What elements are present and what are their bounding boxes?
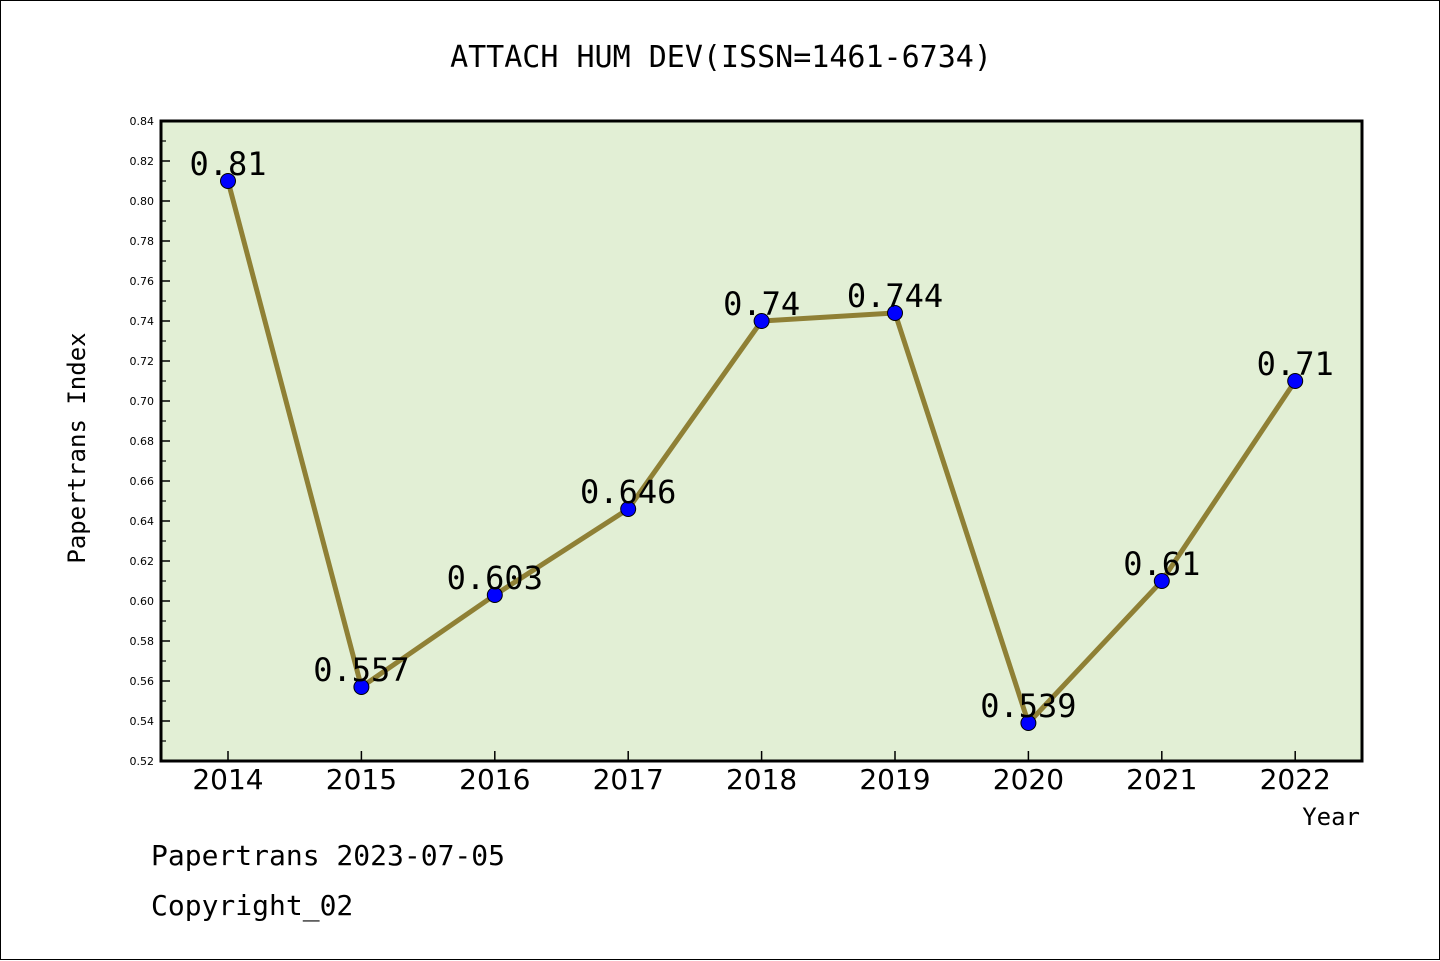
y-tick-label: 0.52: [130, 755, 155, 768]
data-point: [1153, 573, 1170, 589]
y-axis-label: Papertrans Index: [63, 332, 91, 563]
footer-line-2: Copyright_02: [151, 889, 353, 923]
y-tick-label: 0.74: [130, 315, 155, 328]
y-tick-label: 0.54: [130, 715, 155, 728]
data-point: [353, 679, 370, 695]
y-tick-label: 0.62: [130, 555, 155, 568]
x-axis: 2014 2015 2016 2017 2018 2019 2020 2021 2022: [192, 751, 1331, 796]
data-label: 0.646: [580, 473, 676, 511]
y-tick-label: 0.82: [130, 155, 155, 168]
x-tick-label: 2020: [993, 763, 1064, 796]
x-tick-label: 2018: [726, 763, 797, 796]
data-point: [753, 313, 770, 329]
data-point: [220, 173, 236, 189]
x-tick-label: 2019: [859, 763, 930, 796]
data-label: 0.71: [1257, 345, 1334, 383]
data-point: [1020, 715, 1037, 731]
data-point: [887, 305, 903, 321]
x-tick-label: 2021: [1126, 763, 1197, 796]
y-tick-label: 0.84: [130, 115, 155, 128]
plot-area: [159, 119, 1364, 763]
data-point: [620, 501, 637, 517]
y-tick-label: 0.80: [130, 195, 155, 208]
data-label: 0.61: [1123, 545, 1200, 583]
x-tick-label: 2022: [1260, 763, 1331, 796]
x-tick-label: 2015: [326, 763, 397, 796]
y-tick-label: 0.64: [130, 515, 155, 528]
y-tick-label: 0.72: [130, 355, 155, 368]
data-label: 0.744: [847, 277, 943, 315]
data-point: [486, 587, 503, 603]
data-points: [220, 173, 1304, 731]
x-tick-label: 2017: [593, 763, 664, 796]
y-tick-label: 0.68: [130, 435, 155, 448]
data-label: 0.557: [313, 651, 409, 689]
y-tick-label: 0.60: [130, 595, 155, 608]
data-point: [1287, 373, 1304, 389]
chart-title: ATTACH HUM DEV(ISSN=1461-6734): [450, 40, 992, 75]
x-axis-label: Year: [1302, 803, 1360, 831]
data-label: 0.81: [189, 145, 266, 183]
y-tick-label: 0.56: [130, 675, 155, 688]
x-tick-label: 2016: [459, 763, 530, 796]
data-label: 0.74: [723, 285, 800, 323]
y-axis: 0.52 0.54 0.56 0.58 0.60 0.62 0.64 0.66 0.68 0.70…: [130, 115, 170, 768]
data-labels: 0.81 0.557 0.603 0.646 0.74 0.744 0.539 0.61 0.7…: [189, 145, 1333, 725]
footer-line-1: Papertrans 2023-07-05: [151, 839, 505, 872]
data-label: 0.539: [980, 687, 1076, 725]
y-tick-label: 0.70: [130, 395, 155, 408]
y-tick-label: 0.58: [130, 635, 155, 648]
x-tick-label: 2014: [192, 763, 263, 796]
y-tick-label: 0.78: [130, 235, 155, 248]
y-tick-label: 0.66: [130, 475, 155, 488]
y-tick-label: 0.76: [130, 275, 155, 288]
data-label: 0.603: [447, 559, 543, 597]
